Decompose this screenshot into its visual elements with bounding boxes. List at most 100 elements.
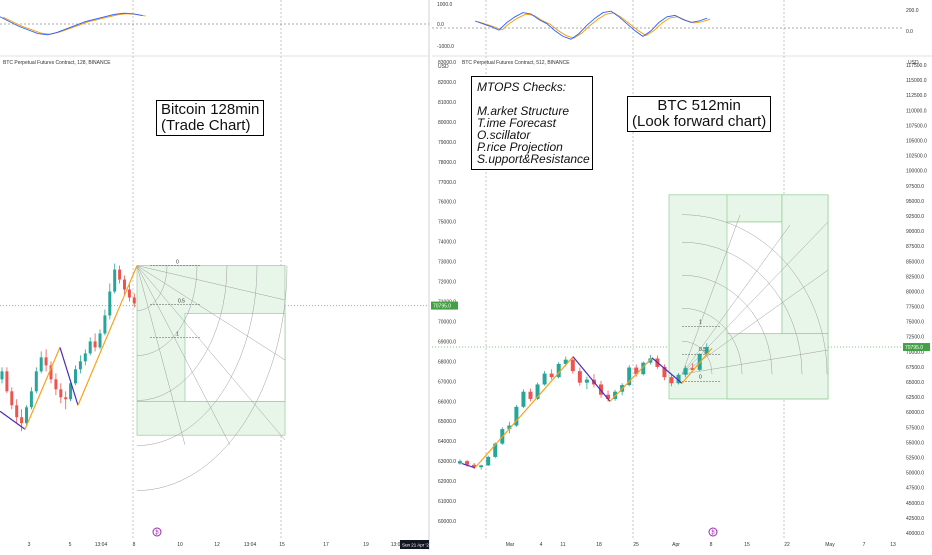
right-x-tick: 4: [540, 542, 543, 548]
right-y-tick: 115000.0: [906, 78, 927, 84]
right-osc-tick: 200.0: [906, 8, 919, 14]
right-zigzag-segment: [474, 356, 574, 469]
left-x-tick: 15: [279, 542, 285, 548]
right-fib-arc: [681, 274, 773, 375]
right-candle-body: [662, 366, 667, 378]
right-y-tick: 117500.0: [906, 63, 927, 69]
left-fib-label: 0: [176, 260, 179, 266]
left-fib-fan-line: [136, 265, 286, 441]
left-candle-body: [69, 383, 73, 400]
left-fib-arc: [136, 265, 258, 446]
left-annotation-box[interactable]: Bitcoin 128min (Trade Chart): [156, 100, 265, 136]
left-annotation-line-2: (Trade Chart): [161, 117, 251, 134]
right-price-label: USD: [908, 60, 919, 66]
right-x-tick: 13: [890, 542, 896, 548]
right-fib-arc: [681, 241, 803, 375]
svg-text:₿: ₿: [711, 529, 715, 536]
left-candle-body: [39, 357, 43, 372]
left-y-tick: 74000.0: [438, 240, 456, 246]
left-x-tick: 3: [28, 542, 31, 548]
right-candle-body: [584, 379, 589, 383]
right-y-tick: 105000.0: [906, 138, 927, 144]
right-candle-body: [556, 363, 561, 378]
left-zigzag-segment: [77, 265, 138, 406]
right-x-tick: 22: [784, 542, 790, 548]
right-y-tick: 45000.0: [906, 501, 924, 507]
left-candle-body: [132, 297, 136, 304]
right-chart-panel[interactable]: 117500.0115000.0112500.0110000.0107500.0…: [432, 0, 930, 548]
left-candle-body: [127, 289, 131, 298]
left-date-tag[interactable]: [400, 540, 429, 549]
mtops-line-oscillator: O.scillator: [477, 128, 531, 142]
right-candle-body: [465, 461, 470, 465]
right-candle-body: [535, 384, 540, 399]
left-y-tick: 73000.0: [438, 260, 456, 266]
right-candle-body: [648, 358, 653, 363]
right-fib-arc: [681, 307, 743, 375]
left-y-tick: 76000.0: [438, 200, 456, 206]
left-fib-inner-box: [184, 313, 286, 402]
mtops-line-support: S.upport&Resistance: [477, 152, 590, 166]
right-osc-signal-line: [477, 12, 711, 39]
right-x-tick: 25: [633, 542, 639, 548]
right-x-tick: 15: [744, 542, 750, 548]
left-candle-body: [20, 417, 24, 424]
left-candle-body: [83, 353, 87, 362]
right-fib-fan-line: [681, 269, 829, 375]
left-fib-fan-line: [136, 265, 186, 446]
right-x-tick: 8: [710, 542, 713, 548]
left-candle-body: [49, 365, 53, 380]
right-y-tick: 70000.0: [906, 350, 924, 356]
right-last-price-tag[interactable]: [903, 343, 930, 352]
left-fib-arc: [136, 265, 168, 311]
left-price-label: USD: [438, 64, 449, 70]
right-y-tick: 100000.0: [906, 169, 927, 175]
right-x-tick: Apr: [672, 542, 680, 548]
left-chart-title: BTC Perpetual Futures Contract, 128, BIN…: [3, 60, 111, 66]
right-fib-label: 1: [699, 319, 702, 325]
left-annotation-line-1: Bitcoin 128min: [161, 101, 260, 118]
left-osc-signal-line: [2, 13, 146, 35]
right-y-tick: 90000.0: [906, 229, 924, 235]
right-y-tick: 62500.0: [906, 395, 924, 401]
left-chart-panel[interactable]: 83000.082000.081000.080000.079000.078000…: [0, 0, 458, 549]
right-zigzag-segment: [461, 462, 476, 469]
right-candle-body: [528, 391, 533, 399]
mtops-line-market: M.arket Structure: [477, 104, 570, 118]
left-last-price-tag[interactable]: [431, 301, 458, 310]
left-candle-body: [5, 371, 9, 392]
right-y-tick: 72500.0: [906, 335, 924, 341]
right-last-price-text: 70795.0: [905, 345, 923, 351]
left-osc-tick: 1000.0: [437, 2, 453, 8]
left-candle-body: [54, 379, 58, 390]
left-event-marker[interactable]: ₿: [152, 527, 162, 537]
left-last-price-text: 70795.0: [433, 304, 451, 310]
right-fib-fan-line: [681, 224, 791, 375]
left-x-tick: 5: [69, 542, 72, 548]
left-y-tick: 60000.0: [438, 519, 456, 525]
right-candle-body: [563, 359, 568, 364]
right-y-tick: 52500.0: [906, 456, 924, 462]
mtops-checklist[interactable]: MTOPS Checks: M.arket Structure T.ime Fo…: [471, 76, 593, 170]
right-chart-title: BTC Perpetual Futures Contract, 512, BIN…: [462, 60, 570, 66]
right-y-tick: 80000.0: [906, 289, 924, 295]
right-annotation-box[interactable]: BTC 512min (Look forward chart): [627, 96, 772, 132]
svg-text:₿: ₿: [155, 529, 159, 536]
left-y-tick: 82000.0: [438, 80, 456, 86]
right-candle-body: [690, 368, 695, 370]
right-y-tick: 57500.0: [906, 425, 924, 431]
right-zigzag-segment: [651, 357, 683, 384]
left-candle-body: [78, 361, 82, 370]
right-osc-tick: 0.0: [906, 29, 913, 35]
left-candle-body: [59, 389, 63, 398]
right-candle-body: [606, 394, 611, 399]
left-candle-body: [123, 279, 126, 290]
left-y-tick: 65000.0: [438, 419, 456, 425]
right-event-marker[interactable]: ₿: [708, 527, 718, 537]
right-candle-body: [704, 347, 709, 355]
left-x-tick: 13:04: [244, 542, 257, 548]
right-candle-body: [521, 391, 526, 407]
left-candle-body: [64, 397, 68, 400]
left-candle-body: [103, 315, 107, 334]
